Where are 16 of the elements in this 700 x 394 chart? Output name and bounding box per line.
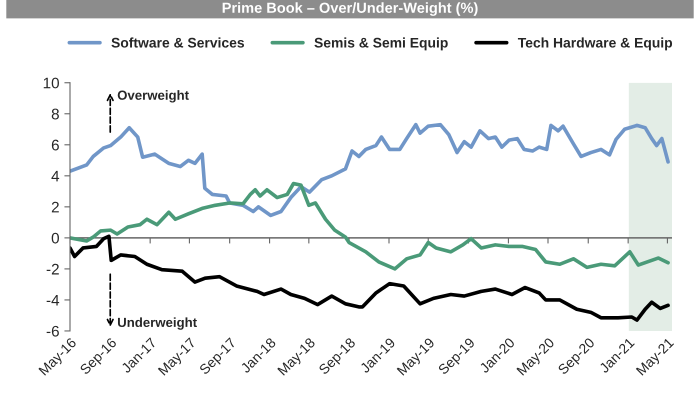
chart-title: Prime Book – Over/Under-Weight (%) (222, 2, 478, 16)
legend-label: Tech Hardware & Equip (518, 37, 672, 50)
legend-label: Software & Services (111, 37, 244, 48)
y-tick-label: 8 (52, 108, 59, 120)
y-tick-label: 10 (44, 78, 59, 88)
y-tick-label: 6 (52, 140, 59, 150)
annotation: Overweight (118, 90, 189, 103)
y-tick-label: -4 (46, 294, 60, 306)
y-tick-label: -6 (46, 326, 59, 337)
y-tick-label: -2 (46, 264, 59, 274)
y-tick-label: 2 (52, 202, 59, 212)
legend-label: Semis & Semi Equip (314, 37, 448, 50)
y-tick-label: 4 (51, 170, 60, 182)
line-series (70, 122, 670, 218)
annotation: Underweight (118, 317, 197, 330)
y-tick-label: 0 (52, 232, 59, 244)
